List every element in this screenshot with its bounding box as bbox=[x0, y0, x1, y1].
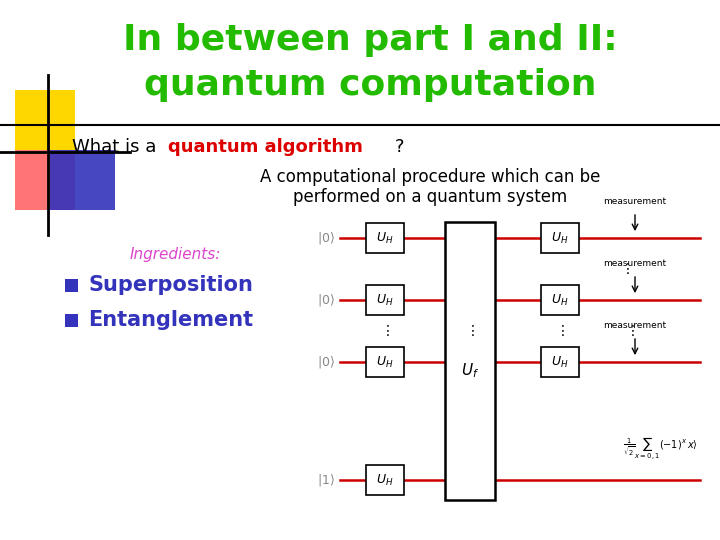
Text: What is a: What is a bbox=[72, 138, 162, 156]
Bar bbox=[366, 347, 404, 377]
Text: $\vdots$: $\vdots$ bbox=[380, 323, 390, 339]
Text: $\vdots$: $\vdots$ bbox=[625, 323, 635, 339]
Text: $\vdots$: $\vdots$ bbox=[555, 323, 564, 339]
Text: Ingredients:: Ingredients: bbox=[130, 247, 221, 262]
Bar bbox=[541, 285, 579, 315]
Text: $U_H$: $U_H$ bbox=[552, 293, 569, 308]
Text: Entanglement: Entanglement bbox=[88, 310, 253, 330]
Text: $\frac{1}{\sqrt{2}}\sum_{x=0,1}(-1)^x\,x\rangle$: $\frac{1}{\sqrt{2}}\sum_{x=0,1}(-1)^x\,x… bbox=[624, 435, 698, 462]
Text: $\vdots$: $\vdots$ bbox=[465, 323, 474, 339]
Bar bbox=[366, 223, 404, 253]
Bar bbox=[541, 223, 579, 253]
Text: $U_H$: $U_H$ bbox=[552, 231, 569, 246]
Text: measurement: measurement bbox=[603, 259, 667, 268]
Text: $U_H$: $U_H$ bbox=[377, 472, 394, 488]
Text: $\vdots$: $\vdots$ bbox=[620, 261, 630, 276]
Text: $|0\rangle$: $|0\rangle$ bbox=[317, 292, 335, 308]
Text: Superposition: Superposition bbox=[88, 275, 253, 295]
Text: $U_H$: $U_H$ bbox=[552, 354, 569, 369]
Text: measurement: measurement bbox=[603, 321, 667, 330]
Bar bbox=[15, 90, 75, 150]
Text: quantum computation: quantum computation bbox=[144, 68, 596, 102]
Text: measurement: measurement bbox=[603, 197, 667, 206]
Text: $U_H$: $U_H$ bbox=[377, 231, 394, 246]
Text: $|0\rangle$: $|0\rangle$ bbox=[317, 354, 335, 370]
Bar bbox=[366, 465, 404, 495]
Text: In between part I and II:: In between part I and II: bbox=[122, 23, 617, 57]
Text: $|0\rangle$: $|0\rangle$ bbox=[317, 230, 335, 246]
Text: $U_f$: $U_f$ bbox=[461, 362, 479, 380]
Text: $|1\rangle$: $|1\rangle$ bbox=[317, 472, 335, 488]
Text: $U_H$: $U_H$ bbox=[377, 354, 394, 369]
Bar bbox=[65, 279, 78, 292]
Bar bbox=[445, 222, 495, 500]
Text: quantum algorithm: quantum algorithm bbox=[168, 138, 363, 156]
Text: performed on a quantum system: performed on a quantum system bbox=[293, 188, 567, 206]
Bar bbox=[541, 347, 579, 377]
Bar bbox=[50, 150, 115, 210]
Text: ?: ? bbox=[395, 138, 405, 156]
Text: $U_H$: $U_H$ bbox=[377, 293, 394, 308]
Text: A computational procedure which can be: A computational procedure which can be bbox=[260, 168, 600, 186]
Bar bbox=[15, 150, 75, 210]
Bar bbox=[366, 285, 404, 315]
Bar bbox=[65, 314, 78, 327]
